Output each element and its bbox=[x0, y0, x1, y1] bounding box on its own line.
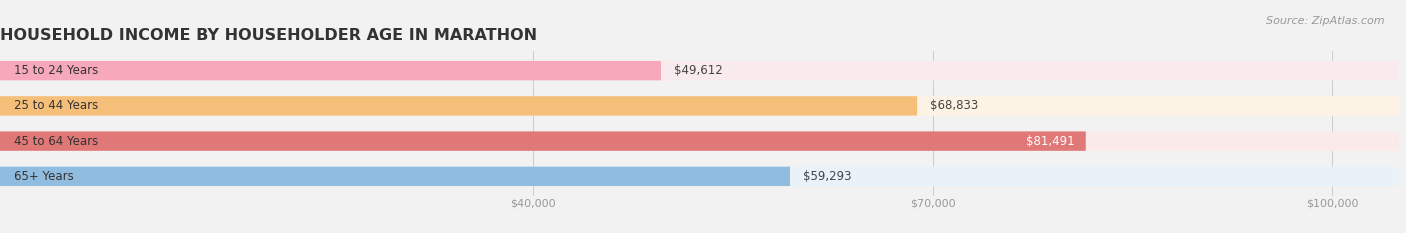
FancyBboxPatch shape bbox=[0, 131, 1085, 151]
FancyBboxPatch shape bbox=[0, 167, 790, 186]
Text: $59,293: $59,293 bbox=[803, 170, 852, 183]
FancyBboxPatch shape bbox=[0, 167, 1399, 186]
FancyBboxPatch shape bbox=[0, 61, 1399, 80]
Text: $81,491: $81,491 bbox=[1026, 135, 1076, 148]
Text: 25 to 44 Years: 25 to 44 Years bbox=[14, 99, 98, 112]
FancyBboxPatch shape bbox=[0, 96, 917, 116]
FancyBboxPatch shape bbox=[0, 61, 661, 80]
Text: $68,833: $68,833 bbox=[931, 99, 979, 112]
Text: HOUSEHOLD INCOME BY HOUSEHOLDER AGE IN MARATHON: HOUSEHOLD INCOME BY HOUSEHOLDER AGE IN M… bbox=[0, 28, 537, 43]
Text: Source: ZipAtlas.com: Source: ZipAtlas.com bbox=[1267, 16, 1385, 26]
FancyBboxPatch shape bbox=[0, 131, 1399, 151]
Text: $49,612: $49,612 bbox=[675, 64, 723, 77]
Text: 45 to 64 Years: 45 to 64 Years bbox=[14, 135, 98, 148]
Text: 15 to 24 Years: 15 to 24 Years bbox=[14, 64, 98, 77]
FancyBboxPatch shape bbox=[0, 96, 1399, 116]
Text: 65+ Years: 65+ Years bbox=[14, 170, 73, 183]
